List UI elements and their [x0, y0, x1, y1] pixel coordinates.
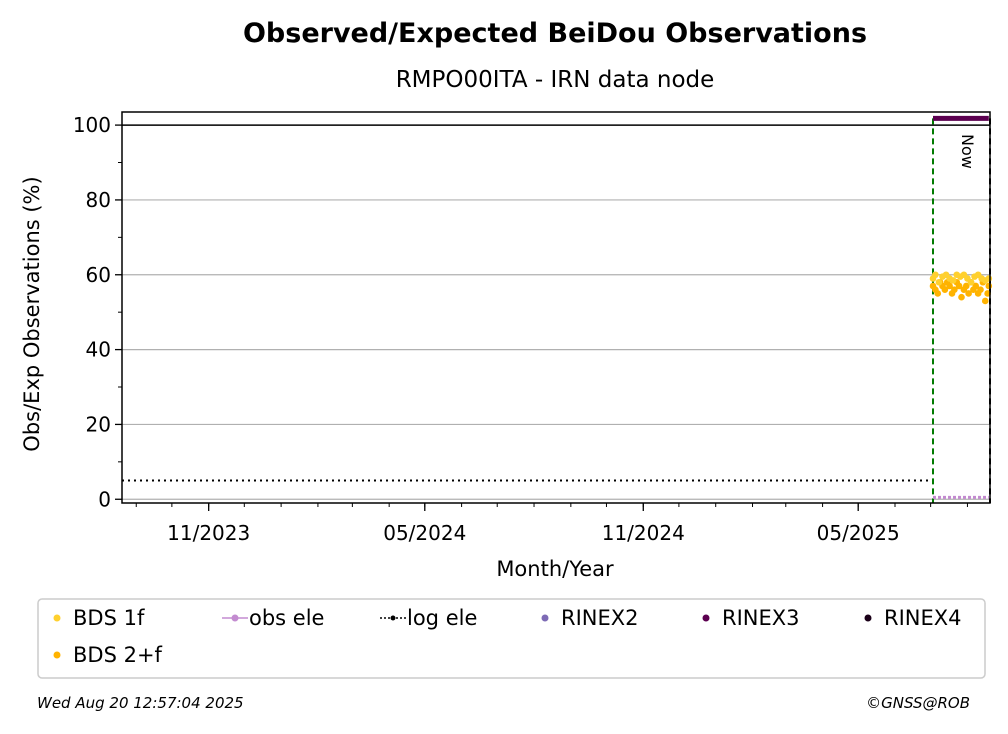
- legend-label: BDS 2+f: [73, 643, 163, 667]
- legend-label: RINEX2: [561, 606, 639, 630]
- y-axis-label: Obs/Exp Observations (%): [20, 176, 44, 451]
- x-tick-label: 11/2023: [167, 521, 250, 545]
- x-tick-label: 11/2024: [602, 521, 685, 545]
- legend-item-rinex2: RINEX2: [541, 606, 639, 630]
- legend-box: [37, 598, 986, 679]
- bds-2-f-point: [941, 286, 949, 294]
- x-tick-label: 05/2025: [817, 521, 900, 545]
- legend-marker: [390, 615, 396, 621]
- bds-1f-point: [985, 275, 993, 282]
- legend-item-bds-2-f: BDS 2+f: [53, 643, 163, 667]
- legend-marker: [864, 614, 872, 622]
- x-axis-label: Month/Year: [496, 557, 614, 581]
- y-tick-label: 80: [86, 188, 111, 212]
- legend-label: log ele: [407, 606, 477, 630]
- bds-2-f-point: [965, 290, 972, 297]
- legend-item-obs-ele: obs ele: [222, 606, 324, 630]
- plot-area: Now: [122, 115, 993, 503]
- bds-2-f-point: [946, 282, 953, 290]
- legend-label: RINEX3: [722, 606, 800, 630]
- y-tick-label: 20: [86, 412, 111, 436]
- grid: [122, 124, 990, 500]
- legend-item-rinex4: RINEX4: [864, 606, 962, 630]
- chart-subtitle: RMPO00ITA - IRN data node: [396, 67, 715, 93]
- now-label: Now: [958, 134, 977, 169]
- footer-credit: ©GNSS@ROB: [866, 694, 970, 712]
- y-tick-label: 0: [98, 487, 111, 511]
- bds-2-f-point: [981, 297, 989, 305]
- legend-item-bds-1f: BDS 1f: [53, 606, 145, 630]
- bds-1f-point: [935, 278, 943, 286]
- legend-item-log-ele: log ele: [380, 606, 477, 630]
- bds-1f-point: [932, 271, 939, 279]
- x-tick-label: 05/2024: [383, 521, 466, 545]
- legend-marker: [541, 614, 549, 622]
- footer-timestamp: Wed Aug 20 12:57:04 2025: [37, 694, 244, 712]
- legend-label: RINEX4: [884, 606, 962, 630]
- bds-2-f-point: [955, 282, 963, 290]
- bds-2-f-point: [972, 282, 980, 290]
- legend-marker: [53, 651, 61, 659]
- bds-2-f-point: [977, 286, 984, 294]
- y-tick-label: 60: [86, 263, 111, 287]
- chart-title: Observed/Expected BeiDou Observations: [243, 18, 867, 49]
- bds-2-f-point: [958, 293, 965, 301]
- bds-2-f-point: [934, 290, 942, 297]
- legend-marker: [53, 614, 61, 622]
- axes: 0 20 40 60 80 100 11/2023 05/2024 11/2024 05/2025: [73, 113, 968, 545]
- legend: BDS 1f obs ele log ele RINEX2 RINEX3 RINEX4 BD…: [53, 606, 962, 667]
- bds-2-f-point: [985, 282, 993, 290]
- legend-label: obs ele: [249, 606, 324, 630]
- bds-1f-point: [967, 278, 975, 286]
- legend-label: BDS 1f: [73, 606, 145, 630]
- bds-1f-point: [949, 277, 957, 284]
- legend-marker: [231, 614, 239, 622]
- y-tick-label: 40: [86, 338, 111, 362]
- legend-marker: [702, 614, 710, 622]
- bds-2-f-point: [962, 282, 970, 290]
- legend-item-rinex3: RINEX3: [702, 606, 800, 630]
- bds-2-f-point: [951, 286, 958, 294]
- plot-frame: [121, 111, 991, 504]
- y-tick-label: 100: [73, 113, 111, 137]
